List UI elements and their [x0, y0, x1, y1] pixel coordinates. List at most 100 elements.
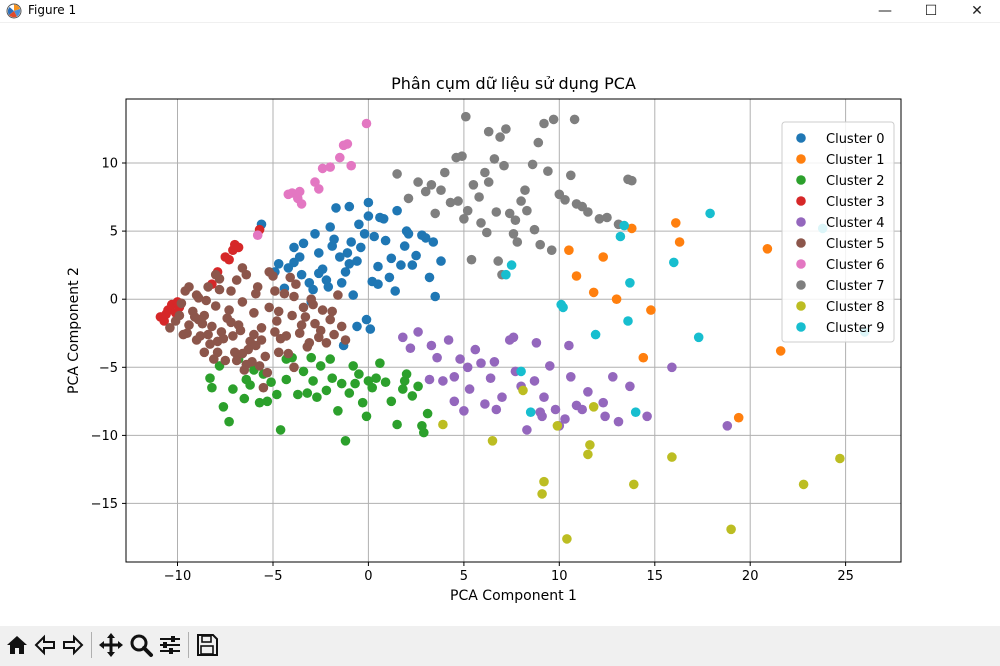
data-point	[294, 186, 305, 197]
data-point	[264, 302, 275, 313]
data-point	[340, 436, 351, 446]
data-point	[294, 328, 305, 339]
data-point	[548, 114, 559, 125]
data-point	[310, 229, 320, 239]
data-point	[321, 338, 332, 348]
minimize-button[interactable]: —	[878, 3, 892, 19]
x-tick-label: 10	[551, 569, 568, 584]
data-point	[726, 524, 736, 535]
data-point	[315, 361, 326, 371]
legend: Cluster 0 Cluster 1 Cluster 2 Cluster 3 Clus…	[781, 121, 895, 343]
forward-arrow-icon[interactable]	[58, 630, 88, 660]
data-point	[577, 404, 587, 415]
y-tick-label: 0	[110, 293, 118, 308]
data-point	[411, 250, 421, 261]
data-point	[308, 284, 318, 295]
data-point	[426, 180, 437, 190]
data-point	[224, 416, 234, 427]
data-point	[674, 237, 685, 247]
data-point	[272, 316, 282, 326]
data-point	[314, 248, 324, 258]
data-point	[417, 421, 427, 431]
data-point	[522, 425, 532, 435]
data-point	[197, 318, 208, 329]
data-point	[424, 374, 435, 385]
data-point	[254, 361, 265, 371]
data-point	[344, 388, 355, 398]
data-point	[438, 419, 448, 430]
save-floppy-icon[interactable]	[192, 630, 222, 660]
data-point	[310, 318, 320, 329]
data-point	[516, 366, 526, 377]
data-point	[231, 355, 242, 366]
data-point	[254, 397, 265, 408]
data-point	[461, 111, 471, 122]
data-point	[216, 327, 227, 337]
data-point	[218, 402, 229, 412]
data-point	[273, 306, 284, 317]
data-point	[363, 211, 374, 221]
data-point	[499, 160, 509, 171]
y-tick-label: −5	[99, 361, 118, 376]
data-point	[432, 352, 442, 363]
data-point	[241, 359, 252, 370]
data-point	[480, 167, 490, 178]
data-point	[296, 199, 307, 209]
data-point	[363, 197, 374, 208]
data-point	[207, 382, 217, 393]
data-point	[545, 361, 555, 371]
data-point	[399, 241, 410, 251]
data-point	[510, 215, 521, 225]
data-point	[508, 229, 519, 239]
data-point	[443, 335, 454, 345]
data-point	[298, 366, 309, 377]
toolbar-separator	[91, 632, 92, 658]
legend-marker	[796, 259, 806, 269]
data-point	[228, 331, 238, 341]
data-point	[210, 301, 221, 311]
data-point	[371, 373, 381, 384]
close-button[interactable]: ✕	[971, 3, 983, 19]
configure-subplots-icon[interactable]	[155, 630, 185, 660]
maximize-button[interactable]: ☐	[924, 3, 938, 19]
data-point	[539, 392, 549, 403]
data-point	[214, 284, 225, 295]
home-icon[interactable]	[2, 630, 32, 660]
data-point	[476, 218, 486, 228]
scatter-chart: −10 −5 0 5 10 15 20 25 −15 −10 −5 0 5 10 Phân cụm dữ …	[66, 74, 902, 604]
data-point	[178, 329, 189, 340]
data-point	[440, 167, 450, 178]
data-point	[348, 361, 359, 371]
data-point	[491, 404, 502, 415]
data-point	[199, 347, 210, 358]
data-point	[594, 214, 605, 224]
data-point	[230, 347, 240, 358]
data-point	[600, 411, 610, 422]
data-point	[344, 259, 355, 269]
data-point	[203, 282, 213, 292]
zoom-magnifier-icon[interactable]	[126, 630, 156, 660]
back-arrow-icon[interactable]	[30, 630, 60, 660]
series-cluster-1	[564, 218, 786, 423]
data-point	[352, 321, 362, 332]
series-cluster-8	[438, 385, 845, 544]
legend-label: Cluster 3	[826, 195, 885, 210]
data-point	[420, 233, 431, 243]
data-point	[273, 259, 284, 269]
data-point	[224, 254, 234, 265]
data-point	[264, 267, 275, 277]
data-point	[392, 419, 402, 430]
data-point	[296, 269, 307, 280]
data-point	[598, 252, 608, 262]
data-point	[375, 358, 385, 369]
data-point	[184, 320, 194, 330]
data-point	[483, 126, 494, 137]
legend-marker	[796, 322, 806, 332]
data-point	[283, 348, 294, 359]
data-point	[327, 373, 338, 384]
data-point	[550, 404, 561, 415]
data-point	[489, 154, 500, 164]
pan-move-icon[interactable]	[96, 630, 126, 660]
data-point	[335, 152, 345, 163]
legend-marker	[796, 238, 806, 248]
